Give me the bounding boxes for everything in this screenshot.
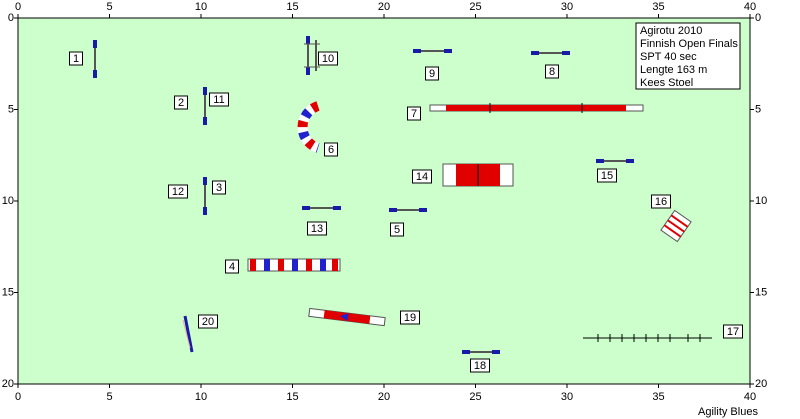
x-tick-label: 25 — [469, 391, 481, 403]
dogwalk — [429, 103, 644, 113]
y-tick-label: 10 — [755, 195, 767, 207]
label-box — [390, 222, 404, 237]
obstacle-number: 1 — [73, 53, 79, 65]
obstacle-number: 14 — [416, 171, 428, 183]
label-box — [412, 169, 432, 184]
x-tick-label: 25 — [469, 1, 481, 13]
x-tick-label: 30 — [561, 1, 573, 13]
label-box — [597, 168, 617, 183]
obstacle-number: 18 — [474, 360, 486, 372]
y-tick-label: 0 — [755, 12, 761, 24]
label-box — [545, 64, 559, 79]
obstacle-number: 7 — [411, 108, 417, 120]
y-tick-label: 0 — [8, 12, 14, 24]
label-box — [168, 184, 188, 199]
y-tick-label: 15 — [2, 286, 14, 298]
obstacle-number: 6 — [328, 144, 334, 156]
obstacle-number: 10 — [322, 53, 334, 65]
info-box — [635, 22, 741, 90]
x-tick-label: 10 — [195, 391, 207, 403]
x-tick-label: 35 — [652, 1, 664, 13]
info-line: Finnish Open Finals — [640, 38, 738, 50]
x-tick-label: 40 — [744, 391, 756, 403]
obstacle-number: 11 — [213, 94, 224, 106]
obstacle-number: 9 — [429, 68, 435, 80]
label-box — [198, 314, 218, 329]
info-line: SPT 40 sec — [640, 51, 697, 63]
y-tick-label: 15 — [755, 286, 767, 298]
seesaw — [308, 307, 386, 327]
weave-poles — [583, 334, 712, 342]
y-tick-label: 20 — [755, 378, 767, 390]
info-line: Lengte 163 m — [640, 64, 707, 76]
obstacle-number: 19 — [404, 312, 416, 324]
x-tick-label: 5 — [106, 1, 112, 13]
label-box — [400, 310, 420, 325]
label-box — [318, 51, 338, 66]
label-box — [470, 358, 490, 373]
obstacle-number: 20 — [202, 316, 214, 328]
a-frame — [442, 163, 514, 187]
x-tick-label: 0 — [15, 391, 21, 403]
footer: Agility Blues — [698, 406, 758, 418]
jump — [304, 36, 320, 75]
obstacle-number: 15 — [601, 170, 613, 182]
label-box — [407, 106, 421, 121]
label-box — [723, 324, 743, 339]
label-box — [69, 51, 83, 66]
label-box — [225, 259, 239, 274]
x-tick-label: 0 — [15, 1, 21, 13]
x-tick-label: 15 — [286, 1, 298, 13]
info-line: Agirotu 2010 — [640, 25, 702, 37]
label-box — [307, 221, 327, 236]
y-tick-label: 5 — [755, 103, 761, 115]
x-tick-label: 15 — [286, 391, 298, 403]
x-tick-label: 20 — [378, 1, 390, 13]
label-box — [324, 142, 338, 157]
tire — [660, 209, 692, 243]
info-line: Kees Stoel — [640, 77, 693, 89]
obstacle-number: 8 — [549, 66, 555, 78]
y-tick-label: 5 — [8, 103, 14, 115]
obstacle-number: 4 — [229, 261, 235, 273]
obstacle-number: 17 — [727, 326, 739, 338]
label-box — [209, 92, 229, 107]
x-tick-label: 5 — [106, 391, 112, 403]
label-box — [425, 66, 439, 81]
y-tick-label: 20 — [2, 378, 14, 390]
x-tick-label: 35 — [652, 391, 664, 403]
curved-tunnel — [297, 101, 320, 153]
obstacles — [93, 36, 712, 354]
label-box — [212, 180, 226, 195]
obstacle-number: 2 — [178, 97, 184, 109]
label-box — [174, 95, 188, 110]
x-tick-label: 40 — [744, 1, 756, 13]
obstacle-number: 16 — [655, 196, 667, 208]
jump-bar — [182, 319, 191, 349]
x-tick-label: 20 — [378, 391, 390, 403]
obstacle-number: 13 — [311, 223, 323, 235]
obstacle-number: 3 — [216, 182, 222, 194]
label-box — [651, 194, 671, 209]
y-tick-label: 10 — [2, 195, 14, 207]
tunnel — [247, 258, 341, 272]
obstacle-number: 5 — [394, 224, 400, 236]
x-tick-label: 30 — [561, 391, 573, 403]
jump — [183, 315, 194, 353]
obstacle-number: 12 — [172, 186, 184, 198]
x-tick-label: 10 — [195, 1, 207, 13]
